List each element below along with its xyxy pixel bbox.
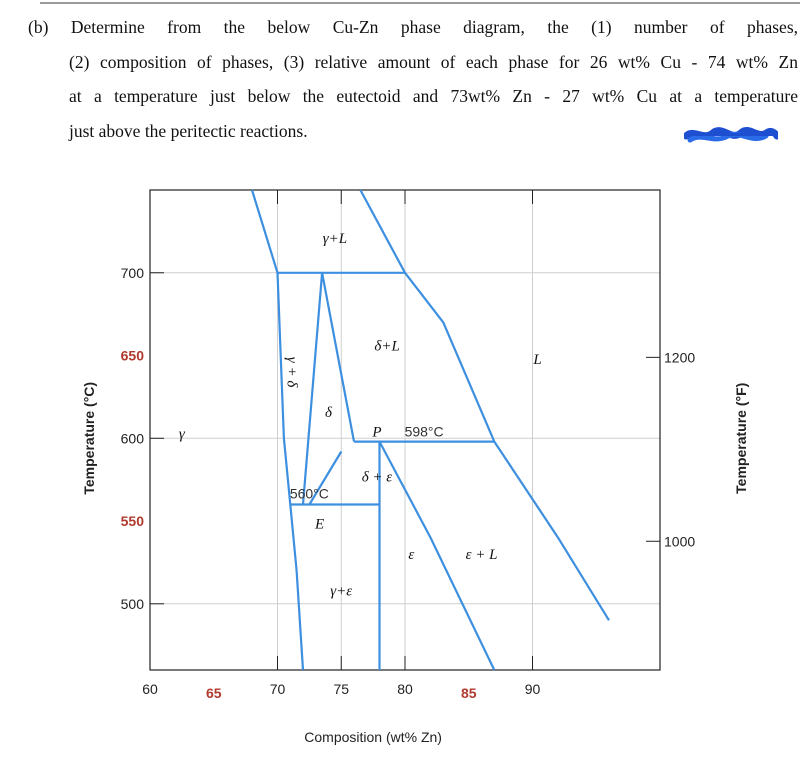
phase-label-0: γ xyxy=(179,426,186,442)
phase-label-3: δ xyxy=(325,405,333,421)
phase-label-4: δ+L xyxy=(374,339,399,355)
y-red-label-650: 650 xyxy=(121,348,145,364)
boundary-eps-right xyxy=(378,441,496,671)
question-line-3: at a temperature just below the eutectoi… xyxy=(69,86,798,106)
y-red-label-550: 550 xyxy=(121,513,145,529)
boundary-delta-top xyxy=(321,272,356,442)
question-line-1-text: Determine from the below Cu-Zn phase dia… xyxy=(70,17,798,37)
boundary-gamma-solvus xyxy=(276,272,305,671)
phase-label-2: γ + δ xyxy=(284,357,300,389)
point-P-temperature: 598°C xyxy=(405,424,444,440)
y-tick-label-600: 600 xyxy=(121,430,145,446)
question-text: (b) Determine from the below Cu-Zn phase… xyxy=(28,10,798,148)
x-tick-label-60: 60 xyxy=(142,681,158,697)
y-right-tick-label-1000: 1000 xyxy=(664,533,695,549)
y-axis-label-right: Temperature (°F) xyxy=(733,383,749,494)
phase-label-7: ε xyxy=(408,547,414,563)
y-tick-label-700: 700 xyxy=(121,265,145,281)
x-tick-label-70: 70 xyxy=(270,681,286,697)
x-red-label-85: 85 xyxy=(461,685,477,701)
phase-label-5: δ + ε xyxy=(362,469,393,485)
x-tick-label-90: 90 xyxy=(525,681,541,697)
redaction-scribble xyxy=(684,127,778,143)
question-label: (b) xyxy=(28,17,49,37)
point-E-name: E xyxy=(314,516,324,532)
question-line-4: just above the peritectic reactions. xyxy=(69,120,308,141)
phase-label-1: γ+L xyxy=(323,231,347,247)
boundary-L-liquidus xyxy=(359,189,610,621)
phase-label-6: γ+ε xyxy=(330,584,352,600)
x-tick-label-80: 80 xyxy=(397,681,413,697)
boundary-delta-eps-left xyxy=(308,450,343,506)
point-E-temperature: 560°C xyxy=(290,485,329,501)
phase-boundaries xyxy=(250,189,610,671)
top-border xyxy=(0,0,809,6)
boundary-gamma-liquidus xyxy=(250,189,279,274)
question-line-2: (2) composition of phases, (3) relative … xyxy=(69,51,798,72)
x-tick-label-75: 75 xyxy=(333,681,349,697)
phase-labels: γ γ+L γ + δ δ δ+L δ + ε γ+ε ε ε + L L P 598°C E 560°C xyxy=(179,231,542,600)
boundary-gamma+delta-right xyxy=(301,272,324,505)
phase-label-8: ε + L xyxy=(466,547,498,563)
y-tick-label-500: 500 xyxy=(121,596,145,612)
y-axis-label-left: Temperature (°C) xyxy=(81,382,97,495)
axis-ticks: 60 70 75 80 90 65 85 500 600 700 550 650 1000 1200 xyxy=(121,190,695,701)
x-red-label-65: 65 xyxy=(206,685,222,701)
y-right-tick-label-1200: 1200 xyxy=(664,349,695,365)
point-P-name: P xyxy=(371,425,381,441)
x-axis-label: Composition (wt% Zn) xyxy=(304,729,442,745)
phase-label-9: L xyxy=(532,352,541,368)
question-line-1: (b) Determine from the below Cu-Zn phase… xyxy=(28,10,798,45)
